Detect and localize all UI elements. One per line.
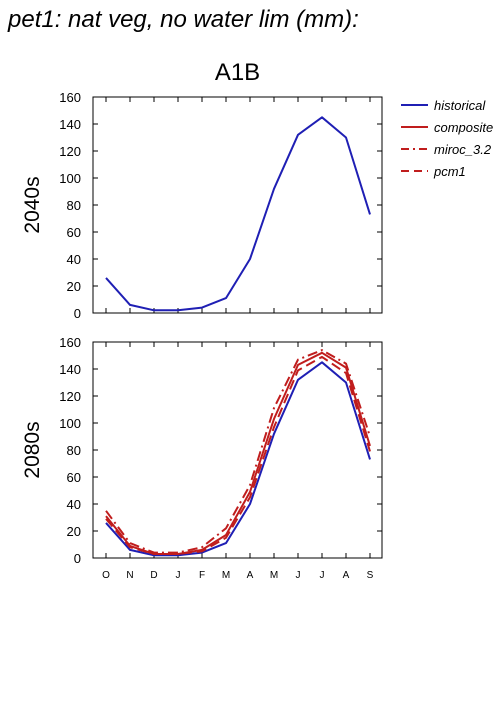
- y-tick-label: 100: [59, 171, 81, 186]
- y-tick-label: 60: [67, 470, 81, 485]
- x-tick-label: J: [176, 570, 181, 581]
- x-tick-label: N: [126, 570, 133, 581]
- panel-title: A1B: [215, 59, 260, 86]
- y-tick-label: 160: [59, 335, 81, 350]
- y-tick-label: 140: [59, 117, 81, 132]
- x-tick-label: D: [150, 570, 157, 581]
- series-line-miroc-3-2: [105, 349, 371, 554]
- legend-label: miroc_3.2: [434, 142, 492, 157]
- figure-title: pet1: nat veg, no water lim (mm):: [8, 6, 359, 33]
- y-tick-label: 40: [67, 252, 81, 267]
- y-tick-label: 80: [67, 198, 81, 213]
- x-tick-label: M: [270, 570, 278, 581]
- y-tick-label: 60: [67, 225, 81, 240]
- y-tick-label: 20: [67, 279, 81, 294]
- y-tick-label: 140: [59, 362, 81, 377]
- y-tick-label: 160: [59, 90, 81, 105]
- series-line-historical: [105, 361, 371, 557]
- x-tick-label: M: [222, 570, 230, 581]
- legend-label: composite: [434, 120, 493, 135]
- series-line-composite: [105, 351, 371, 555]
- x-tick-label: A: [247, 570, 254, 581]
- series-line-pcm1: [105, 355, 371, 555]
- x-tick-label: A: [343, 570, 350, 581]
- y-tick-label: 20: [67, 524, 81, 539]
- x-tick-label: J: [296, 570, 301, 581]
- x-tick-label: J: [320, 570, 325, 581]
- y-tick-label: 100: [59, 416, 81, 431]
- y-tick-label: 40: [67, 497, 81, 512]
- y-tick-label: 80: [67, 443, 81, 458]
- y-tick-label: 120: [59, 144, 81, 159]
- x-tick-label: F: [199, 570, 205, 581]
- y-tick-label: 0: [74, 306, 81, 321]
- x-tick-label: O: [102, 570, 110, 581]
- y-tick-label: 0: [74, 551, 81, 566]
- y-tick-label: 120: [59, 389, 81, 404]
- legend-label: historical: [434, 98, 486, 113]
- row-label: 2080s: [21, 421, 44, 478]
- legend-label: pcm1: [433, 164, 466, 179]
- series-line-historical: [105, 116, 371, 312]
- row-label: 2040s: [21, 176, 44, 233]
- x-tick-label: S: [367, 570, 374, 581]
